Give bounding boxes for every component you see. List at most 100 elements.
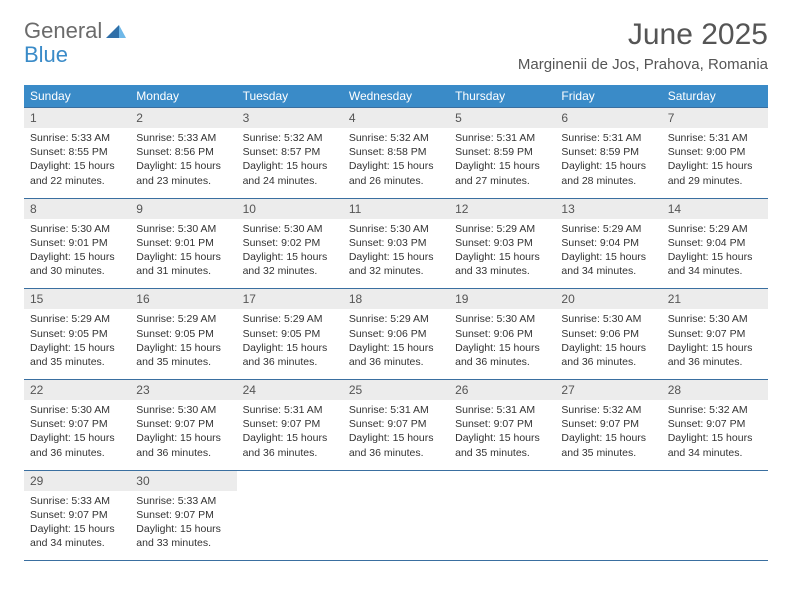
daylight-line1: Daylight: 15 hours	[668, 341, 762, 355]
daylight-line2: and 35 minutes.	[561, 446, 655, 460]
day-of-week-header: Wednesday	[343, 85, 449, 108]
day-number	[343, 470, 449, 491]
day-of-week-header: Sunday	[24, 85, 130, 108]
sunrise-line: Sunrise: 5:31 AM	[561, 131, 655, 145]
day-number: 2	[130, 108, 236, 129]
daylight-line1: Daylight: 15 hours	[455, 250, 549, 264]
daylight-line2: and 36 minutes.	[349, 446, 443, 460]
day-number: 11	[343, 198, 449, 219]
daylight-line1: Daylight: 15 hours	[668, 431, 762, 445]
daylight-line2: and 34 minutes.	[668, 446, 762, 460]
sunrise-line: Sunrise: 5:31 AM	[455, 403, 549, 417]
day-info-cell: Sunrise: 5:33 AMSunset: 8:55 PMDaylight:…	[24, 128, 130, 198]
logo-arrow-icon	[106, 18, 126, 44]
sunset-line: Sunset: 9:07 PM	[455, 417, 549, 431]
day-number: 5	[449, 108, 555, 129]
sunrise-line: Sunrise: 5:29 AM	[136, 312, 230, 326]
sunrise-line: Sunrise: 5:33 AM	[30, 494, 124, 508]
day-number: 15	[24, 289, 130, 310]
daylight-line2: and 34 minutes.	[561, 264, 655, 278]
sunset-line: Sunset: 8:58 PM	[349, 145, 443, 159]
daylight-line2: and 24 minutes.	[243, 174, 337, 188]
sunrise-line: Sunrise: 5:30 AM	[30, 222, 124, 236]
daylight-line1: Daylight: 15 hours	[561, 341, 655, 355]
day-number: 16	[130, 289, 236, 310]
day-number: 17	[237, 289, 343, 310]
daylight-line1: Daylight: 15 hours	[243, 250, 337, 264]
day-number: 23	[130, 380, 236, 401]
daylight-line2: and 27 minutes.	[455, 174, 549, 188]
day-number: 9	[130, 198, 236, 219]
sunrise-line: Sunrise: 5:30 AM	[136, 222, 230, 236]
daylight-line2: and 36 minutes.	[30, 446, 124, 460]
sunset-line: Sunset: 9:02 PM	[243, 236, 337, 250]
sunrise-line: Sunrise: 5:30 AM	[561, 312, 655, 326]
sunrise-line: Sunrise: 5:32 AM	[349, 131, 443, 145]
daylight-line2: and 28 minutes.	[561, 174, 655, 188]
calendar-table: SundayMondayTuesdayWednesdayThursdayFrid…	[24, 85, 768, 561]
sunrise-line: Sunrise: 5:30 AM	[243, 222, 337, 236]
sunrise-line: Sunrise: 5:30 AM	[455, 312, 549, 326]
daylight-line1: Daylight: 15 hours	[136, 341, 230, 355]
daylight-line1: Daylight: 15 hours	[561, 431, 655, 445]
daylight-line1: Daylight: 15 hours	[349, 159, 443, 173]
daylight-line1: Daylight: 15 hours	[668, 159, 762, 173]
day-info-cell: Sunrise: 5:31 AMSunset: 9:07 PMDaylight:…	[343, 400, 449, 470]
day-number: 25	[343, 380, 449, 401]
sunrise-line: Sunrise: 5:31 AM	[349, 403, 443, 417]
logo-text-general: General	[24, 18, 102, 44]
day-info-cell: Sunrise: 5:33 AMSunset: 9:07 PMDaylight:…	[130, 491, 236, 561]
sunrise-line: Sunrise: 5:29 AM	[455, 222, 549, 236]
day-number: 10	[237, 198, 343, 219]
day-info-row: Sunrise: 5:33 AMSunset: 8:55 PMDaylight:…	[24, 128, 768, 198]
day-number	[237, 470, 343, 491]
day-number-row: 2930	[24, 470, 768, 491]
sunset-line: Sunset: 9:07 PM	[561, 417, 655, 431]
sunset-line: Sunset: 8:56 PM	[136, 145, 230, 159]
day-number: 27	[555, 380, 661, 401]
day-info-cell: Sunrise: 5:30 AMSunset: 9:07 PMDaylight:…	[130, 400, 236, 470]
sunset-line: Sunset: 9:05 PM	[243, 327, 337, 341]
sunset-line: Sunset: 9:00 PM	[668, 145, 762, 159]
daylight-line1: Daylight: 15 hours	[243, 341, 337, 355]
sunset-line: Sunset: 9:03 PM	[455, 236, 549, 250]
daylight-line2: and 34 minutes.	[668, 264, 762, 278]
daylight-line1: Daylight: 15 hours	[30, 159, 124, 173]
sunset-line: Sunset: 9:07 PM	[30, 508, 124, 522]
daylight-line2: and 32 minutes.	[243, 264, 337, 278]
day-info-cell: Sunrise: 5:29 AMSunset: 9:04 PMDaylight:…	[555, 219, 661, 289]
sunset-line: Sunset: 9:07 PM	[136, 508, 230, 522]
daylight-line2: and 36 minutes.	[243, 446, 337, 460]
day-info-cell: Sunrise: 5:33 AMSunset: 9:07 PMDaylight:…	[24, 491, 130, 561]
sunset-line: Sunset: 9:05 PM	[136, 327, 230, 341]
day-number: 20	[555, 289, 661, 310]
day-info-cell	[237, 491, 343, 561]
day-number: 7	[662, 108, 768, 129]
daylight-line2: and 31 minutes.	[136, 264, 230, 278]
day-info-row: Sunrise: 5:29 AMSunset: 9:05 PMDaylight:…	[24, 309, 768, 379]
sunset-line: Sunset: 9:06 PM	[561, 327, 655, 341]
day-info-cell: Sunrise: 5:30 AMSunset: 9:07 PMDaylight:…	[662, 309, 768, 379]
sunset-line: Sunset: 8:59 PM	[455, 145, 549, 159]
day-of-week-header: Saturday	[662, 85, 768, 108]
day-number-row: 15161718192021	[24, 289, 768, 310]
sunrise-line: Sunrise: 5:30 AM	[668, 312, 762, 326]
day-number: 30	[130, 470, 236, 491]
sunset-line: Sunset: 8:59 PM	[561, 145, 655, 159]
day-info-cell: Sunrise: 5:31 AMSunset: 9:07 PMDaylight:…	[449, 400, 555, 470]
sunset-line: Sunset: 9:04 PM	[668, 236, 762, 250]
day-number: 14	[662, 198, 768, 219]
day-info-cell: Sunrise: 5:30 AMSunset: 9:02 PMDaylight:…	[237, 219, 343, 289]
daylight-line1: Daylight: 15 hours	[243, 159, 337, 173]
day-number: 12	[449, 198, 555, 219]
sunset-line: Sunset: 8:57 PM	[243, 145, 337, 159]
day-info-cell: Sunrise: 5:32 AMSunset: 9:07 PMDaylight:…	[555, 400, 661, 470]
day-number: 22	[24, 380, 130, 401]
daylight-line1: Daylight: 15 hours	[349, 250, 443, 264]
sunrise-line: Sunrise: 5:33 AM	[30, 131, 124, 145]
daylight-line2: and 29 minutes.	[668, 174, 762, 188]
day-of-week-header: Thursday	[449, 85, 555, 108]
daylight-line1: Daylight: 15 hours	[30, 341, 124, 355]
day-number-row: 22232425262728	[24, 380, 768, 401]
daylight-line2: and 35 minutes.	[455, 446, 549, 460]
